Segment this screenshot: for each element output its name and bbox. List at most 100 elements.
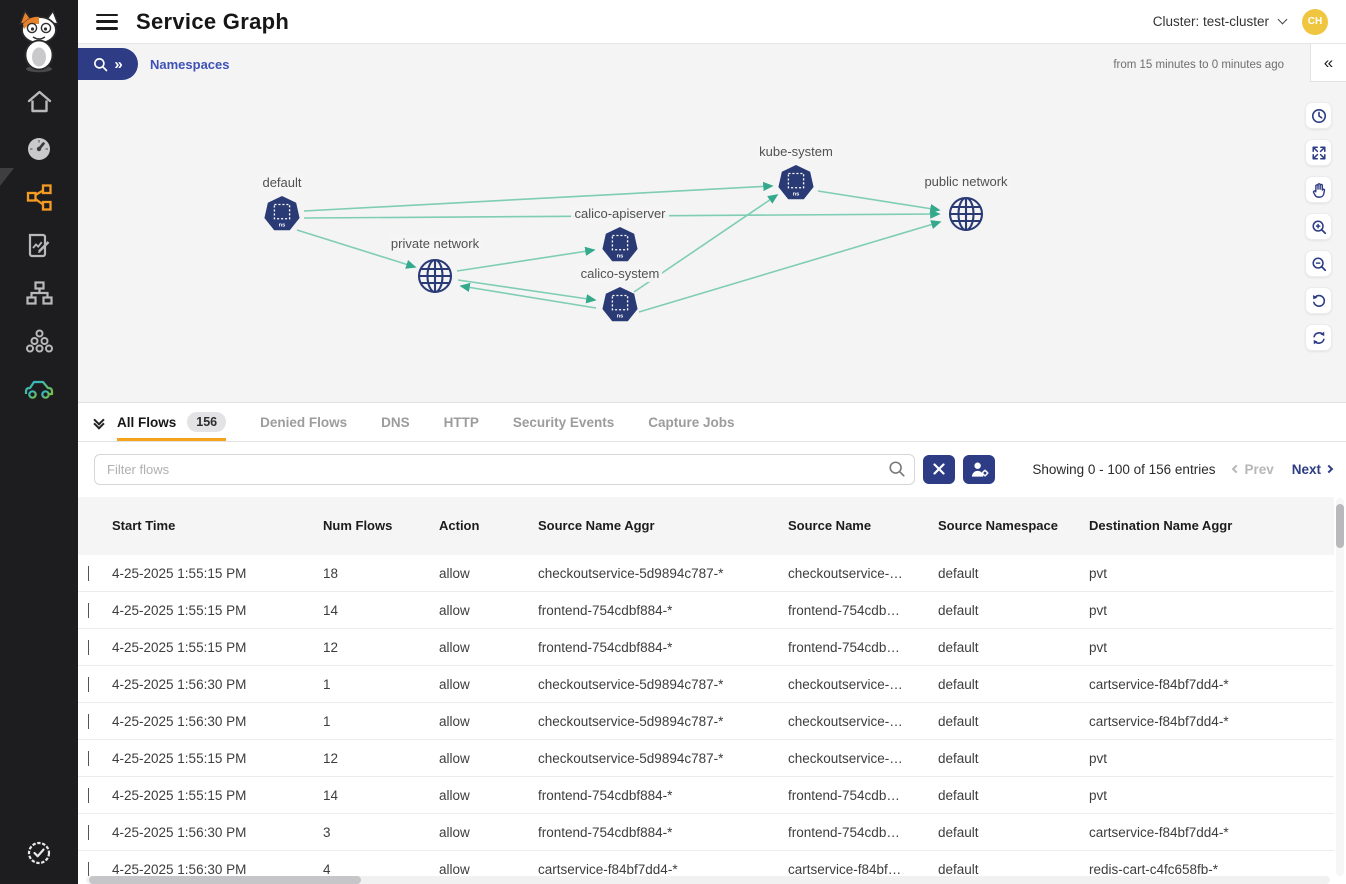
cell-action: allow: [439, 787, 470, 803]
cell-source-namespace: default: [938, 787, 979, 803]
horizontal-scrollbar[interactable]: [86, 876, 1330, 884]
table-row[interactable]: 4-25-2025 1:56:30 PM 1 allow checkoutser…: [78, 666, 1334, 703]
flows-panel: All Flows 156 Denied Flows DNS HTTP Secu…: [78, 402, 1346, 884]
refresh-button[interactable]: [1305, 324, 1332, 351]
fit-screen-button[interactable]: [1305, 139, 1332, 166]
cell-source-name: frontend-754cdb…: [788, 602, 900, 618]
cell-source-namespace: default: [938, 750, 979, 766]
expand-row-chevron-icon[interactable]: [88, 861, 89, 876]
tab-capture-jobs[interactable]: Capture Jobs: [648, 403, 734, 441]
table-row[interactable]: 4-25-2025 1:55:15 PM 12 allow frontend-7…: [78, 629, 1334, 666]
avatar[interactable]: CH: [1302, 8, 1328, 35]
table-row[interactable]: 4-25-2025 1:55:15 PM 18 allow checkoutse…: [78, 555, 1334, 592]
cell-destination-name-aggr: pvt: [1089, 787, 1108, 803]
col-start-time[interactable]: Start Time: [112, 518, 176, 533]
gauge-icon: [28, 138, 50, 160]
namespace-icon: ns: [602, 286, 638, 322]
prev-page-button[interactable]: Prev: [1232, 462, 1274, 477]
cell-source-name-aggr: checkoutservice-5d9894c787-*: [538, 713, 724, 729]
sidebar-item-home[interactable]: [19, 88, 59, 114]
collapse-panel-double-chevron-icon[interactable]: [93, 414, 105, 430]
car-icon: [24, 380, 54, 399]
expand-row-chevron-icon[interactable]: [88, 787, 89, 803]
col-action[interactable]: Action: [439, 518, 480, 533]
vertical-scrollbar[interactable]: [1336, 498, 1344, 876]
sidebar-item-reports[interactable]: [19, 232, 59, 258]
horizontal-scrollbar-thumb[interactable]: [89, 876, 361, 884]
cell-source-name: checkoutservice-…: [788, 750, 903, 766]
graph-node-public-network[interactable]: public network: [896, 173, 1036, 234]
vertical-scrollbar-thumb[interactable]: [1336, 504, 1344, 548]
expand-row-chevron-icon[interactable]: [88, 824, 89, 840]
expand-row-chevron-icon[interactable]: [88, 713, 89, 729]
filter-flows-input[interactable]: [94, 453, 915, 485]
tab-denied-flows[interactable]: Denied Flows: [260, 403, 347, 441]
tab-all-flows[interactable]: All Flows 156: [117, 403, 227, 441]
cell-source-name: cartservice-f84bf…: [788, 861, 902, 877]
tab-http[interactable]: HTTP: [444, 403, 479, 441]
table-row[interactable]: 4-25-2025 1:56:30 PM 1 allow checkoutser…: [78, 703, 1334, 740]
expand-row-chevron-icon[interactable]: [88, 750, 89, 766]
cell-num-flows: 1: [323, 676, 331, 692]
svg-text:ns: ns: [617, 253, 624, 259]
zoom-out-button[interactable]: [1305, 250, 1332, 277]
cluster-selector[interactable]: Cluster: test-cluster: [1152, 14, 1288, 29]
clear-filter-button[interactable]: [923, 454, 955, 484]
col-num-flows[interactable]: Num Flows: [323, 518, 393, 533]
tab-label: HTTP: [443, 414, 479, 430]
sidebar-item-network[interactable]: [19, 280, 59, 306]
table-row[interactable]: 4-25-2025 1:56:30 PM 4 allow cartservice…: [78, 851, 1334, 876]
cell-source-namespace: default: [938, 602, 979, 618]
graph-node-default[interactable]: default ns: [212, 174, 352, 233]
next-page-button[interactable]: Next: [1292, 462, 1334, 477]
expand-row-chevron-icon[interactable]: [88, 565, 89, 581]
collapse-right-panel-button[interactable]: «: [1310, 44, 1346, 82]
expand-row-chevron-icon[interactable]: [88, 602, 89, 618]
sidebar-item-dashboard[interactable]: [19, 136, 59, 162]
table-row[interactable]: 4-25-2025 1:55:15 PM 12 allow checkoutse…: [78, 740, 1334, 777]
col-source-namespace[interactable]: Source Namespace: [938, 518, 1058, 533]
col-source-name-aggr[interactable]: Source Name Aggr: [538, 518, 655, 533]
pan-button[interactable]: [1305, 176, 1332, 203]
expand-row-chevron-icon[interactable]: [88, 639, 89, 655]
sidebar-item-certificate[interactable]: [19, 840, 59, 866]
breadcrumb[interactable]: Namespaces: [150, 57, 230, 72]
graph-node-calico-system[interactable]: calico-system ns: [550, 265, 690, 324]
tab-dns[interactable]: DNS: [381, 403, 410, 441]
tab-security-events[interactable]: Security Events: [513, 403, 614, 441]
graph-node-private-network[interactable]: private network: [365, 235, 505, 296]
tab-label: DNS: [381, 414, 410, 430]
chevron-down-icon: [1277, 14, 1288, 25]
graph-node-calico-apiserver[interactable]: calico-apiserver ns: [550, 205, 690, 264]
table-row[interactable]: 4-25-2025 1:55:15 PM 14 allow frontend-7…: [78, 777, 1334, 814]
cluster-selector-label: Cluster: test-cluster: [1152, 14, 1269, 29]
col-source-name[interactable]: Source Name: [788, 518, 872, 533]
cell-destination-name-aggr: pvt: [1089, 565, 1108, 581]
zoom-in-button[interactable]: [1305, 213, 1332, 240]
flow-count-badge: 156: [187, 412, 227, 432]
sidebar-item-service-graph[interactable]: [19, 183, 59, 211]
reset-layout-button[interactable]: [1305, 287, 1332, 314]
expand-row-chevron-icon[interactable]: [88, 676, 89, 692]
graph-node-kube-system[interactable]: kube-system ns: [726, 143, 866, 202]
cell-source-name-aggr: cartservice-f84bf7dd4-*: [538, 861, 678, 877]
table-row[interactable]: 4-25-2025 1:56:30 PM 3 allow frontend-75…: [78, 814, 1334, 851]
showing-entries-label: Showing 0 - 100 of 156 entries: [1032, 461, 1216, 477]
graph-search-pill[interactable]: »: [78, 48, 138, 80]
cell-num-flows: 12: [323, 750, 339, 766]
customize-columns-button[interactable]: [963, 454, 995, 484]
zoom-in-icon: [1311, 219, 1326, 234]
cell-action: allow: [439, 824, 470, 840]
col-destination-name-aggr[interactable]: Destination Name Aggr: [1089, 518, 1233, 533]
namespace-icon: ns: [264, 195, 300, 231]
menu-icon[interactable]: [96, 13, 118, 30]
sidebar-item-compliance[interactable]: [19, 376, 59, 402]
table-row[interactable]: 4-25-2025 1:55:15 PM 14 allow frontend-7…: [78, 592, 1334, 629]
cell-action: allow: [439, 602, 470, 618]
cell-source-name-aggr: frontend-754cdbf884-*: [538, 602, 673, 618]
time-range-button[interactable]: [1305, 102, 1332, 129]
service-graph-icon: [26, 183, 52, 211]
cell-num-flows: 18: [323, 565, 339, 581]
cell-start-time: 4-25-2025 1:55:15 PM: [112, 602, 247, 618]
sidebar-item-clusters[interactable]: [19, 328, 59, 354]
